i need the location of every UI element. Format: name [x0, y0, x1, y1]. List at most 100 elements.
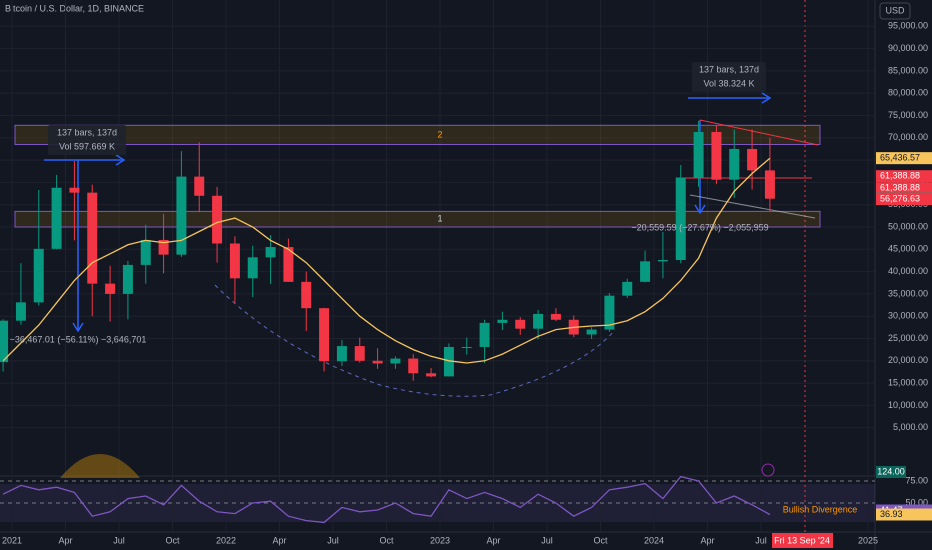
candle-body [265, 247, 276, 258]
price-tag-label: 61,388.88 [880, 183, 920, 193]
candle-body [604, 295, 615, 330]
rsi-line [2, 475, 771, 524]
candle-body [657, 260, 668, 262]
y-tick-label: 20,000.00 [888, 355, 928, 365]
candle-body [87, 192, 98, 284]
candle-body [479, 322, 490, 347]
candle-body [194, 176, 205, 196]
candle-body [408, 358, 419, 374]
arrow-head [761, 92, 772, 104]
candle-body [229, 243, 240, 279]
x-tick-label: Apr [486, 535, 500, 545]
annotation: −36,467.01 (−56.11%) −3,646,701 [10, 334, 147, 344]
zone-label: 2 [437, 129, 442, 139]
candle-body [461, 346, 472, 348]
candle-body [426, 373, 437, 377]
x-tick-label: 2022 [216, 535, 236, 545]
price-tag [876, 170, 932, 183]
date-box [772, 533, 833, 548]
x-tick-label: 2023 [430, 535, 450, 545]
y-tick-label: 30,000.00 [888, 311, 928, 321]
x-tick-label: Apr [58, 535, 72, 545]
zone [14, 124, 821, 145]
candle-body [140, 239, 151, 265]
candle-body [515, 319, 526, 329]
candle-body [533, 313, 544, 329]
candle-body [354, 346, 365, 361]
x-tick-label: Oct [165, 535, 180, 545]
candle-body [283, 247, 294, 282]
arrow-head [694, 204, 706, 215]
x-tick-label: Apr [700, 535, 714, 545]
price-tag-label: 56,276.63 [880, 193, 920, 203]
y-tick-label: 50,000.00 [888, 221, 928, 231]
candle-body [497, 319, 508, 323]
annotation-box [48, 125, 126, 155]
y-tick-label: 10,000.00 [888, 400, 928, 410]
y-tick-label: 15,000.00 [888, 377, 928, 387]
divergence-label: Bullish Divergence [783, 504, 858, 514]
y-tick-label: 90,000.00 [888, 43, 928, 53]
currency-box [879, 2, 911, 20]
candle-body [640, 261, 651, 282]
x-tick-label: 2025 [858, 535, 878, 545]
annotation: 137 bars, 137d [699, 64, 759, 74]
candle-body [15, 302, 26, 321]
x-tick-label: Jul [755, 535, 767, 545]
volume-label-box [876, 466, 906, 478]
rsi-tick-label: 75.00 [905, 475, 928, 485]
x-tick-label: Oct [379, 535, 394, 545]
candle-body [301, 281, 312, 309]
candle-body [747, 148, 758, 171]
date-label: Fri 13 Sep '24 [774, 535, 830, 545]
y-tick-label: 75,000.00 [888, 110, 928, 120]
candle-body [247, 257, 258, 279]
y-tick-label: 85,000.00 [888, 65, 928, 75]
y-tick-label: 80,000.00 [888, 88, 928, 98]
y-tick-label: 45,000.00 [888, 244, 928, 254]
trend-line [699, 119, 819, 146]
candle-body [122, 264, 133, 294]
x-tick-label: Oct [593, 535, 608, 545]
volume-label: 124.00 [877, 466, 905, 476]
currency: USD [885, 5, 905, 15]
price-tag-label: 65,436.57 [880, 153, 920, 163]
zone-label: 1 [437, 214, 442, 224]
x-tick-label: 2024 [644, 535, 664, 545]
candle-body [33, 248, 44, 303]
y-tick-label: 40,000.00 [888, 266, 928, 276]
candle-body [711, 132, 722, 180]
candle-body [443, 346, 454, 377]
x-tick-label: 2021 [2, 535, 22, 545]
candle-body [675, 177, 686, 261]
candle-body [336, 346, 347, 362]
candle-body [105, 283, 116, 294]
candle-body [550, 313, 561, 320]
candle-body [390, 358, 401, 364]
annotation: −20,559.59 (−27.67%) −2,055,959 [631, 222, 768, 232]
price-tag-label: 36.93 [880, 509, 903, 519]
price-tag [876, 193, 932, 206]
alert-icon[interactable] [761, 463, 775, 477]
price-tag-label: 61,388.88 [880, 171, 920, 181]
annotation: 137 bars, 137d [57, 127, 117, 137]
price-tag [876, 508, 932, 521]
y-tick-label: 5,000.00 [893, 422, 928, 432]
arc [214, 284, 616, 397]
price-tag [876, 182, 932, 195]
candle-body [158, 239, 169, 255]
annotation: Vol 597.669 K [59, 141, 115, 151]
y-tick-label: 35,000.00 [888, 288, 928, 298]
candle-body [372, 360, 383, 364]
candle-body [729, 148, 740, 180]
arrow-head [115, 154, 126, 166]
chart-title: Bitcoin / U.S. Dollar, 1D, BINANCE [5, 3, 144, 13]
candle-body [51, 187, 62, 249]
y-tick-label: 25,000.00 [888, 333, 928, 343]
candle-body [693, 132, 704, 178]
rsi-tick-label: 50.00 [905, 497, 928, 507]
candle-body [212, 195, 223, 244]
candle-body [622, 281, 633, 296]
